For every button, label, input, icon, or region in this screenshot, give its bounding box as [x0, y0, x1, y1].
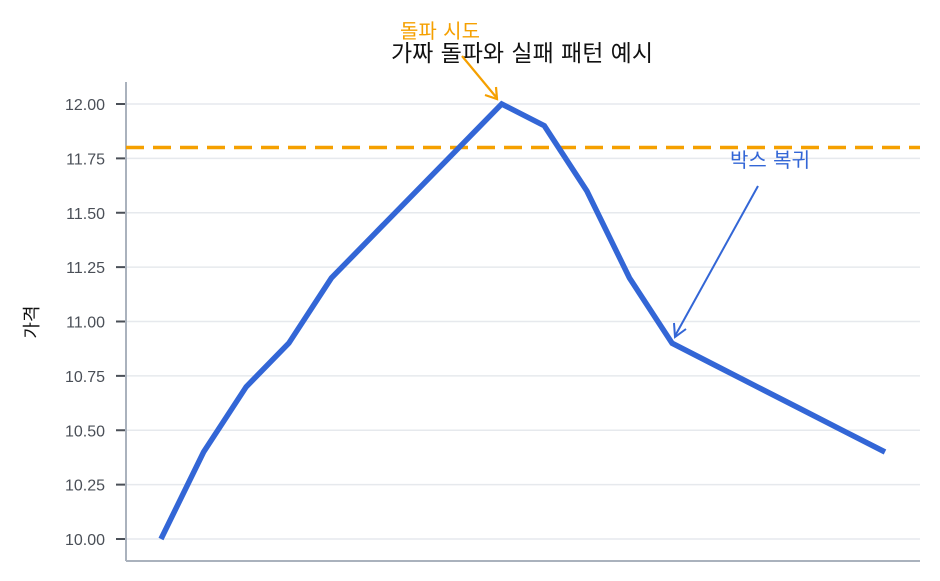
breakout-label: 돌파 시도 — [400, 19, 480, 43]
breakout-annotation: 돌파 시도 — [400, 19, 499, 101]
chart-title: 가짜 돌파와 실패 패턴 예시 — [391, 41, 653, 67]
price-line — [158, 100, 887, 541]
y-tick-label: 10.50 — [65, 423, 105, 440]
y-tick-label: 11.50 — [66, 206, 105, 223]
y-tick-label: 10.25 — [65, 478, 105, 495]
box-return-arrow — [674, 185, 759, 337]
y-tick-label: 11.75 — [66, 151, 105, 168]
y-axis-label: 가격 — [22, 305, 43, 338]
breakout-arrow-head-icon — [484, 86, 499, 101]
y-tick-label: 11.00 — [66, 315, 105, 332]
box-return-annotation: 박스 복귀 — [673, 148, 810, 339]
breakout-arrow — [461, 55, 497, 98]
y-tick-label: 10.00 — [65, 532, 105, 549]
box-return-label: 박스 복귀 — [730, 148, 810, 172]
y-tick-label: 10.75 — [65, 369, 105, 386]
box-return-arrow-head-icon — [673, 322, 687, 339]
y-tick-label: 12.00 — [65, 97, 105, 114]
y-tick-label: 11.25 — [66, 260, 105, 277]
y-axis-ticks: 10.00 10.25 10.50 10.75 11.00 11.25 11.50 11.75… — [65, 97, 125, 549]
